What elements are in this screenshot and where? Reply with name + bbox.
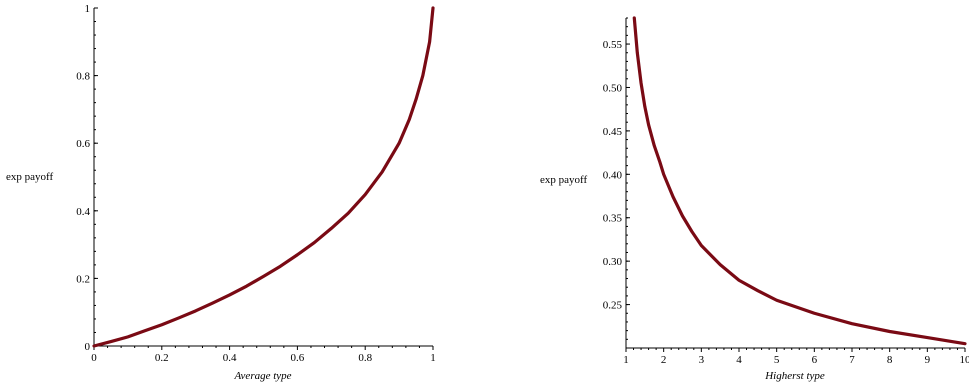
left-x-tick-label: 0 xyxy=(91,352,97,364)
right-y-axis-title: exp payoff xyxy=(540,174,587,186)
left-y-tick-label: 0 xyxy=(85,341,91,353)
left-x-tick-labels: 0 0.2 0.4 0.6 0.8 1 xyxy=(91,352,436,364)
left-x-axis-title: Average type xyxy=(233,370,291,382)
right-x-tick-label: 4 xyxy=(736,354,742,366)
left-y-tick-label: 1 xyxy=(85,3,91,15)
left-y-tick-label: 0.2 xyxy=(76,273,90,285)
right-chart: 1 2 3 4 5 6 7 8 9 10 0.25 0.30 0.35 0.40 0.45 0.50 0.55… xyxy=(540,16,969,382)
right-ticks xyxy=(625,17,966,352)
right-x-tick-label: 3 xyxy=(699,354,705,366)
left-y-tick-label: 0.4 xyxy=(76,206,90,218)
right-x-axis-title: Higherst type xyxy=(764,370,825,382)
right-x-tick-label: 9 xyxy=(925,354,931,366)
left-y-tick-label: 0.6 xyxy=(76,138,90,150)
left-x-tick-label: 0.4 xyxy=(223,352,237,364)
left-y-tick-labels: 0 0.2 0.4 0.6 0.8 1 xyxy=(76,3,90,353)
left-x-tick-label: 1 xyxy=(430,352,436,364)
left-x-tick-label: 0.2 xyxy=(155,352,169,364)
right-y-tick-label: 0.45 xyxy=(603,126,623,138)
right-x-tick-label: 8 xyxy=(887,354,893,366)
left-ticks xyxy=(93,7,434,350)
left-x-tick-label: 0.8 xyxy=(358,352,372,364)
right-y-tick-label: 0.25 xyxy=(603,300,623,312)
right-x-tick-label: 10 xyxy=(960,354,969,366)
right-y-tick-label: 0.40 xyxy=(603,169,623,181)
right-y-tick-label: 0.55 xyxy=(603,39,623,51)
left-series-line xyxy=(92,6,435,348)
left-x-tick-label: 0.6 xyxy=(291,352,305,364)
right-y-tick-label: 0.30 xyxy=(603,256,623,268)
right-x-tick-label: 6 xyxy=(812,354,818,366)
left-chart: 0 0.2 0.4 0.6 0.8 1 0 0.2 0.4 0.6 0.8 1 exp payoff… xyxy=(6,3,436,382)
right-x-tick-label: 1 xyxy=(623,354,629,366)
right-y-tick-label: 0.35 xyxy=(603,213,623,225)
right-series-line xyxy=(632,16,967,346)
right-x-tick-label: 7 xyxy=(849,354,855,366)
right-x-tick-labels: 1 2 3 4 5 6 7 8 9 10 xyxy=(623,354,969,366)
left-y-axis-title: exp payoff xyxy=(6,171,53,183)
left-y-tick-label: 0.8 xyxy=(76,71,90,83)
right-x-tick-label: 5 xyxy=(774,354,780,366)
right-y-tick-label: 0.50 xyxy=(603,82,623,94)
right-x-tick-label: 2 xyxy=(661,354,667,366)
right-y-tick-labels: 0.25 0.30 0.35 0.40 0.45 0.50 0.55 xyxy=(603,39,623,312)
